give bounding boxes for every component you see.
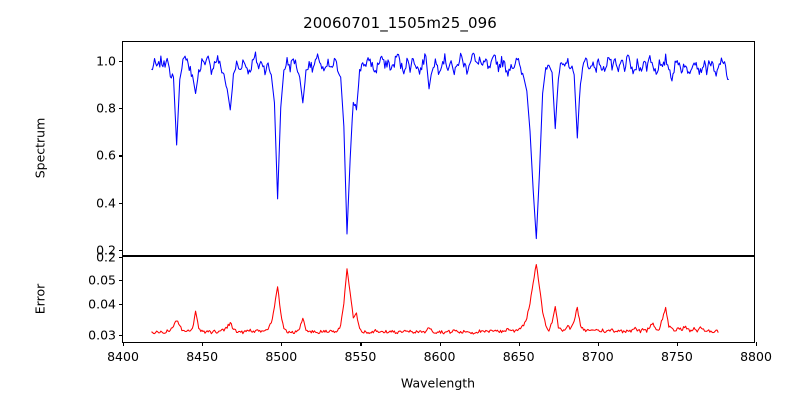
- x-tick: [360, 342, 362, 346]
- x-tick: [676, 342, 679, 346]
- spectrum-y-tick-label: 0.8: [96, 100, 116, 116]
- spectrum-y-tick-label: 0.2: [96, 242, 116, 258]
- panel-boundary-tick-label: 0.2: [96, 249, 116, 265]
- x-tick-label: 8600: [423, 349, 456, 364]
- spectrum-plot-area: [123, 42, 754, 255]
- spectrum-y-tick-label: 0.4: [96, 195, 116, 211]
- x-tick: [439, 342, 441, 346]
- x-tick: [123, 342, 125, 346]
- spectrum-y-tick-label: 0.6: [96, 147, 116, 163]
- x-tick-label: 8400: [107, 349, 139, 364]
- spectrum-y-axis-label: Spectrum: [32, 117, 48, 179]
- x-tick: [597, 342, 599, 346]
- x-tick-label: 8550: [344, 349, 377, 364]
- x-tick: [281, 342, 283, 346]
- x-tick-label: 8650: [502, 349, 535, 364]
- error-y-tick-label: 0.05: [88, 272, 116, 288]
- x-tick-label: 8750: [660, 349, 693, 364]
- x-tick-label: 8700: [581, 349, 614, 364]
- error-plot-area: [123, 257, 754, 342]
- error-y-tick: [119, 303, 123, 306]
- panel-boundary-tick: [119, 257, 123, 259]
- x-tick-label: 8500: [265, 349, 298, 364]
- spectrum-y-tick: [119, 249, 123, 252]
- spectrum-y-tick: [119, 60, 123, 63]
- error-y-tick: [119, 280, 123, 282]
- error-trace: [151, 265, 718, 334]
- error-y-tick-label: 0.03: [88, 327, 116, 343]
- x-tick: [518, 342, 520, 346]
- x-tick: [756, 342, 758, 346]
- error-y-axis-label: Error: [32, 283, 48, 315]
- x-tick-label: 8800: [740, 349, 772, 364]
- x-tick-label: 8450: [186, 349, 219, 364]
- spectrum-y-tick: [119, 108, 123, 110]
- error-y-tick-label: 0.04: [88, 296, 116, 312]
- spectrum-y-tick-label: 1.0: [96, 53, 116, 69]
- spectrum-y-tick: [119, 202, 123, 204]
- x-tick: [202, 342, 204, 346]
- figure-title: 20060701_1505m25_096: [303, 14, 497, 32]
- spectrum-panel: 1.0 0.8 0.6 0.4 0.2: [96, 41, 755, 257]
- spectrum-y-tick: [119, 155, 123, 157]
- error-y-tick: [119, 334, 123, 336]
- error-panel: 0.05 0.04 0.03 0.2 8400 8450 8500 8550 8600 8650 8…: [88, 250, 772, 365]
- spectrum-trace: [151, 52, 728, 239]
- x-axis-label: Wavelength: [400, 375, 476, 391]
